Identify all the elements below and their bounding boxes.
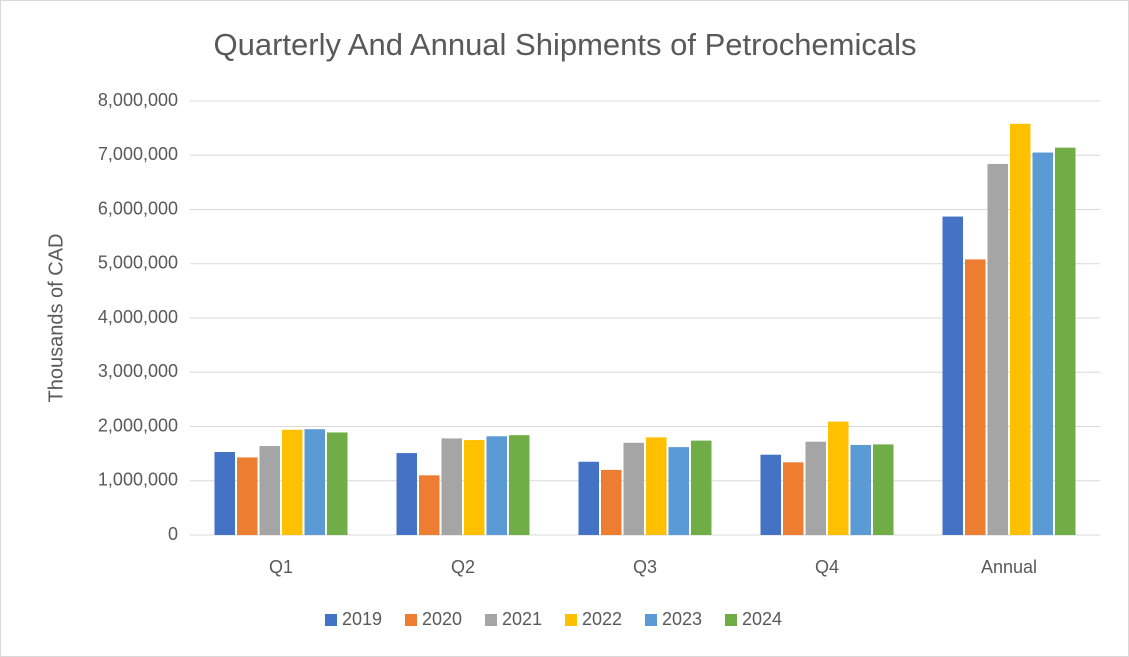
bar xyxy=(691,440,712,535)
bar xyxy=(578,461,599,535)
bar xyxy=(396,453,417,535)
bar xyxy=(828,421,849,535)
bar xyxy=(987,163,1008,535)
y-tick-label: 5,000,000 xyxy=(98,253,178,273)
bar xyxy=(760,454,781,535)
legend-swatch xyxy=(645,614,657,626)
y-tick-label: 0 xyxy=(168,524,178,544)
legend-swatch xyxy=(405,614,417,626)
bar xyxy=(259,446,280,535)
legend-swatch xyxy=(565,614,577,626)
legend-label: 2019 xyxy=(342,609,382,629)
y-tick-label: 1,000,000 xyxy=(98,470,178,490)
x-tick-label: Annual xyxy=(981,557,1037,577)
x-tick-label: Q4 xyxy=(815,557,839,577)
bar xyxy=(441,438,462,535)
bar xyxy=(509,435,530,535)
legend-swatch xyxy=(725,614,737,626)
legend-label: 2020 xyxy=(422,609,462,629)
y-tick-label: 8,000,000 xyxy=(98,90,178,110)
legend-label: 2024 xyxy=(742,609,782,629)
bar xyxy=(464,440,485,535)
bar xyxy=(805,441,826,535)
bar xyxy=(873,444,894,535)
bar xyxy=(783,462,804,535)
legend-label: 2022 xyxy=(582,609,622,629)
bar xyxy=(1055,147,1076,535)
y-tick-label: 3,000,000 xyxy=(98,361,178,381)
bar xyxy=(486,436,507,535)
bar xyxy=(623,442,644,535)
y-tick-label: 4,000,000 xyxy=(98,307,178,327)
bar xyxy=(237,457,258,535)
legend-label: 2023 xyxy=(662,609,702,629)
y-tick-label: 2,000,000 xyxy=(98,415,178,435)
x-tick-label: Q3 xyxy=(633,557,657,577)
bar xyxy=(214,451,235,535)
x-tick-label: Q2 xyxy=(451,557,475,577)
bar xyxy=(646,437,667,535)
legend-label: 2021 xyxy=(502,609,542,629)
chart-title: Quarterly And Annual Shipments of Petroc… xyxy=(213,27,916,62)
legend-swatch xyxy=(325,614,337,626)
bar xyxy=(942,216,963,536)
bar xyxy=(1010,123,1031,535)
bar xyxy=(282,429,303,535)
bar xyxy=(965,259,986,535)
y-tick-label: 6,000,000 xyxy=(98,198,178,218)
y-tick-label: 7,000,000 xyxy=(98,144,178,164)
bar xyxy=(850,444,871,535)
legend-swatch xyxy=(485,614,497,626)
bar xyxy=(668,447,689,535)
bar xyxy=(327,432,348,535)
y-axis-label: Thousands of CAD xyxy=(45,234,67,403)
bar xyxy=(304,429,325,535)
x-tick-label: Q1 xyxy=(269,557,293,577)
bar xyxy=(419,475,440,535)
bar xyxy=(601,469,622,535)
bar xyxy=(1032,152,1053,535)
